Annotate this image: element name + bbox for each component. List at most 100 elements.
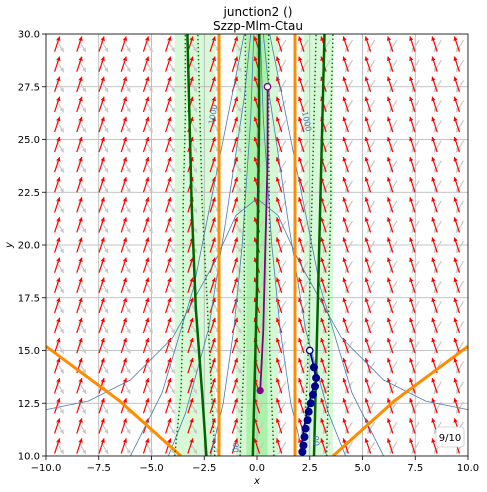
ghost-arrow-head [104, 328, 109, 334]
ghost-arrow-head [193, 368, 198, 374]
ghost-arrow-head [170, 409, 175, 414]
field-arrow-head [145, 116, 150, 122]
field-arrow-head [145, 378, 150, 383]
field-arrow-head [145, 56, 150, 62]
field-arrow-head [275, 96, 281, 102]
ghost-arrow-head [237, 449, 242, 454]
field-arrow-head [145, 317, 150, 323]
field-arrow-head [122, 157, 128, 162]
field-arrow-head [145, 357, 150, 363]
ghost-arrow-head [237, 248, 242, 253]
field-arrow-head [56, 217, 61, 222]
markers [256, 82, 321, 456]
y-tick-label: 15.0 [18, 346, 40, 357]
x-tick-label: 5.0 [355, 463, 371, 474]
ghost-arrow-head [82, 208, 86, 213]
field-arrow-head [298, 237, 303, 242]
field-arrow-head [122, 398, 128, 403]
purple-end-marker [256, 386, 264, 395]
field-arrow-head [233, 197, 239, 202]
navy-point-marker [312, 373, 321, 382]
ghost-arrow-head [148, 389, 153, 394]
field-arrow-head [320, 257, 325, 262]
field-arrow-head [253, 136, 258, 142]
field-arrow-head [122, 438, 128, 443]
ghost-arrow-head [170, 228, 175, 233]
field-arrow-head [189, 438, 194, 443]
field-arrow-head [100, 337, 105, 343]
ghost-arrow-head [237, 228, 242, 233]
vector-field [54, 36, 465, 455]
ghost-arrow-head [104, 228, 109, 233]
ghost-arrow-head [82, 429, 86, 434]
field-arrow-head [453, 56, 458, 62]
ghost-arrow-head [59, 208, 64, 213]
boundary-curve [46, 345, 183, 456]
field-arrow-head [100, 217, 105, 222]
field-arrow-head [56, 277, 61, 283]
field-arrow-head [78, 96, 83, 102]
field-arrow-head [431, 36, 436, 41]
ghost-arrow-head [59, 188, 64, 193]
ghost-arrow-head [193, 449, 198, 454]
ghost-arrow-head [82, 368, 86, 374]
field-arrow-head [409, 337, 414, 343]
x-ticks: −10.0 −7.5 −5.0 −2.5 0.0 2.5 5.0 7.5 10.0 [31, 456, 479, 474]
field-arrow-head [320, 237, 325, 242]
field-arrow-head [145, 157, 150, 162]
field-arrow-head [145, 136, 150, 142]
field-arrow-head [211, 237, 216, 242]
field-arrow-head [56, 96, 61, 102]
field-arrow-head [167, 157, 172, 162]
field-arrow-head [431, 157, 436, 162]
field-arrow-head [364, 197, 369, 202]
ghost-arrow-head [148, 168, 153, 173]
ghost-arrow-head [82, 67, 86, 73]
field-arrow-head [56, 418, 61, 423]
y-tick-label: 10.0 [18, 452, 40, 463]
field-arrow-head [189, 337, 194, 343]
field-arrow-head [364, 96, 369, 102]
field-arrow-head [233, 217, 239, 222]
ghost-arrow-head [193, 87, 198, 93]
x-tick-label: −10.0 [31, 463, 62, 474]
field-arrow-head [167, 237, 172, 242]
ghost-arrow-head [237, 188, 242, 193]
ghost-arrow-head [104, 248, 109, 253]
ghost-arrow-head [170, 248, 175, 253]
navy-point-marker [309, 363, 318, 372]
field-arrow-head [364, 257, 369, 262]
field-arrow-head [211, 197, 216, 202]
contour-curve [210, 34, 255, 456]
field-arrow-head [122, 277, 128, 283]
ghost-arrow-head [193, 107, 198, 113]
field-arrow-head [342, 337, 347, 343]
field-arrow-head [298, 317, 303, 323]
field-arrow-head [167, 36, 172, 41]
field-arrow-head [453, 177, 458, 182]
y-ticks: 10.0 12.5 15.0 17.5 20.0 22.5 25.0 27.5 30.0 [18, 30, 46, 463]
ghost-arrow-head [126, 348, 131, 354]
field-arrow-head [189, 96, 194, 102]
ghost-arrow-head [148, 288, 153, 294]
field-arrow-head [233, 36, 239, 41]
ghost-arrow-head [104, 409, 109, 414]
green-curve [186, 34, 208, 456]
field-arrow-head [145, 398, 150, 403]
ghost-arrow-head [193, 147, 198, 153]
ghost-arrow-head [148, 47, 153, 53]
field-arrow-head [409, 297, 414, 303]
ghost-arrow-head [170, 87, 175, 93]
field-arrow-head [233, 337, 239, 343]
ghost-arrow-head [82, 328, 86, 334]
ghost-arrow-head [82, 409, 86, 414]
field-arrow-head [253, 157, 258, 162]
field-arrow-head [145, 337, 150, 343]
field-arrow-head [453, 398, 458, 403]
ghost-arrow-head [148, 368, 153, 374]
ghost-arrow-head [170, 389, 175, 394]
field-arrow-head [145, 237, 150, 242]
ghost-arrow-head [126, 368, 131, 374]
field-arrow-head [298, 378, 303, 383]
field-arrow-head [56, 36, 61, 41]
